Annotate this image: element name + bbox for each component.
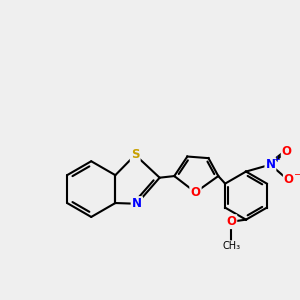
- Text: O: O: [282, 145, 292, 158]
- Text: CH₃: CH₃: [222, 241, 240, 251]
- Text: +: +: [273, 155, 280, 164]
- Text: O: O: [284, 173, 294, 186]
- Text: N: N: [132, 197, 142, 210]
- Text: N: N: [266, 158, 275, 171]
- Text: O: O: [226, 215, 236, 228]
- Text: −: −: [294, 170, 300, 180]
- Text: S: S: [131, 148, 140, 161]
- Text: O: O: [190, 186, 200, 199]
